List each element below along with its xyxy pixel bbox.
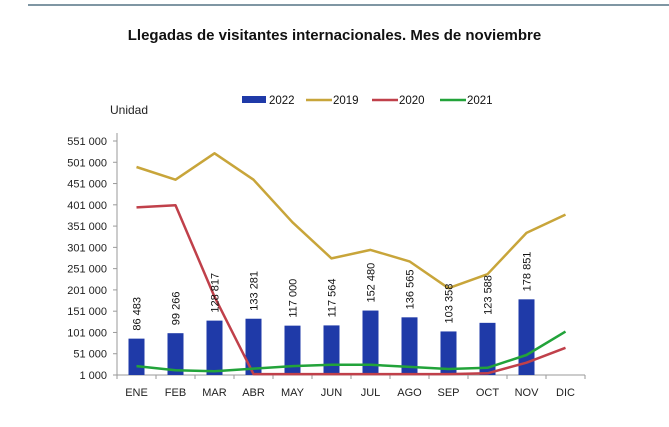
legend-label-2020: 2020 (399, 95, 425, 107)
bar-mar (206, 320, 223, 375)
x-tick-label: JUN (321, 387, 342, 399)
legend-swatch-2022 (242, 96, 266, 103)
data-labels: 86 483 99 266 128 817 133 281 117 000 117 564… (132, 252, 534, 331)
bar-feb (167, 333, 184, 375)
line-2019 (136, 152, 567, 290)
y-tick-label: 51 000 (73, 349, 107, 361)
header-divider (28, 4, 669, 6)
y-tick-label: 1 000 (79, 370, 107, 382)
legend: 2022 2019 2020 2021 (242, 95, 493, 107)
legend-label-2022: 2022 (269, 95, 295, 107)
y-tick-label: 451 000 (67, 179, 107, 191)
y-tick-label: 301 000 (67, 242, 107, 254)
data-label: 136 565 (405, 270, 417, 310)
x-tick-label: MAY (281, 387, 305, 399)
legend-label-2021: 2021 (467, 95, 493, 107)
data-label: 152 480 (366, 263, 378, 303)
x-axis: ENE FEB MAR ABR MAY JUN JUL AGO SEP OCT NOV DIC (116, 374, 586, 399)
x-tick-label: FEB (165, 387, 186, 399)
bar-series-2022 (128, 299, 535, 375)
bar-abr (245, 318, 262, 375)
data-label: 103 358 (444, 284, 456, 324)
bar-ene (128, 338, 145, 375)
x-tick-label: ABR (242, 387, 265, 399)
y-axis: 1 000 51 000 101 000 151 000 201 000 251 000 3… (67, 133, 118, 382)
x-tick-label: OCT (476, 387, 500, 399)
data-label: 133 281 (249, 271, 261, 311)
y-tick-label: 251 000 (67, 264, 107, 276)
bar-may (284, 325, 301, 375)
x-tick-label: MAR (202, 387, 227, 399)
bar-jul (362, 310, 379, 375)
data-label: 123 588 (483, 275, 495, 315)
y-tick-label: 401 000 (67, 200, 107, 212)
chart-title: Llegadas de visitantes internacionales. … (127, 27, 542, 44)
x-tick-label: NOV (515, 387, 540, 399)
x-tick-label: SEP (437, 387, 459, 399)
data-label: 117 564 (327, 278, 339, 317)
x-tick-label: DIC (556, 387, 575, 399)
data-label: 86 483 (132, 297, 144, 331)
y-tick-label: 151 000 (67, 306, 107, 318)
y-tick-label: 501 000 (67, 157, 107, 169)
y-axis-label: Unidad (110, 103, 148, 117)
data-label: 178 851 (522, 252, 534, 292)
line-series (136, 152, 567, 376)
data-label: 117 000 (288, 279, 300, 318)
bar-oct (479, 322, 496, 375)
line-2020 (136, 203, 566, 376)
data-label: 99 266 (171, 292, 183, 326)
line-2021 (136, 330, 567, 373)
y-tick-label: 101 000 (67, 327, 107, 339)
x-tick-label: JUL (361, 387, 381, 399)
x-tick-label: AGO (397, 387, 422, 399)
y-tick-label: 351 000 (67, 221, 107, 233)
bar-ago (401, 317, 418, 375)
bar-sep (440, 331, 457, 375)
y-tick-label: 551 000 (67, 136, 107, 148)
bar-jun (323, 325, 340, 375)
y-tick-label: 201 000 (67, 285, 107, 297)
x-tick-label: ENE (125, 387, 148, 399)
data-label: 128 817 (210, 273, 222, 313)
legend-label-2019: 2019 (333, 95, 359, 107)
